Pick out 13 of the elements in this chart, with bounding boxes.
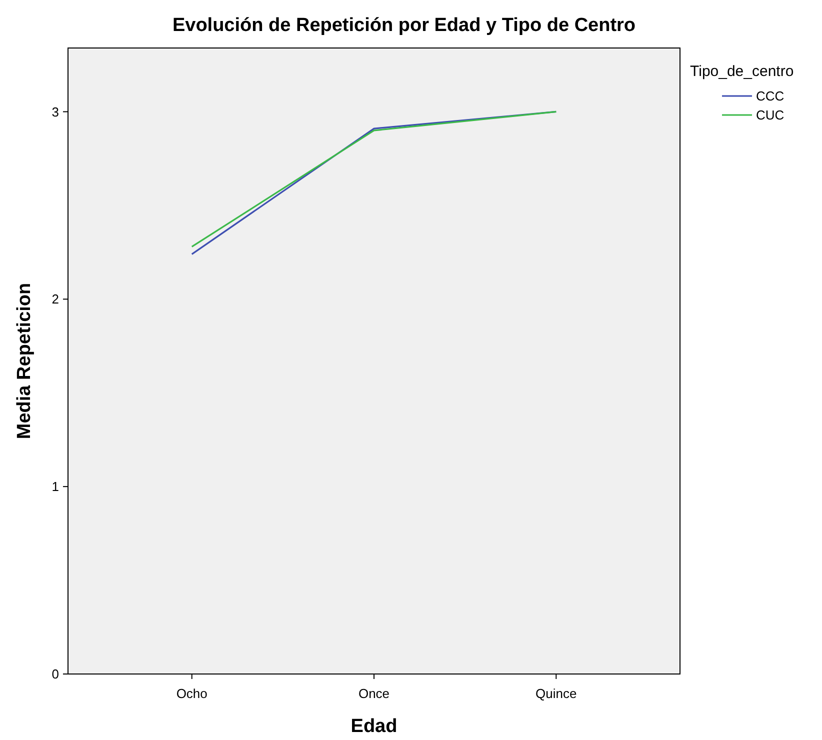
legend-label: CUC xyxy=(756,108,784,123)
legend-title: Tipo_de_centro xyxy=(690,63,794,80)
x-tick-label: Quince xyxy=(536,686,577,701)
legend-label: CCC xyxy=(756,88,784,104)
y-tick-label: 1 xyxy=(52,479,59,494)
y-tick-label: 3 xyxy=(52,104,59,120)
x-tick-label: Ocho xyxy=(176,686,208,701)
x-axis-title: Edad xyxy=(350,716,398,737)
y-tick-label: 0 xyxy=(52,666,59,682)
chart-title: Evolución de Repetición por Edad y Tipo de Centro xyxy=(172,15,636,36)
x-tick-label: Once xyxy=(358,686,390,701)
y-axis-title: Media Repeticion xyxy=(14,282,35,440)
y-tick-label: 2 xyxy=(52,292,59,307)
